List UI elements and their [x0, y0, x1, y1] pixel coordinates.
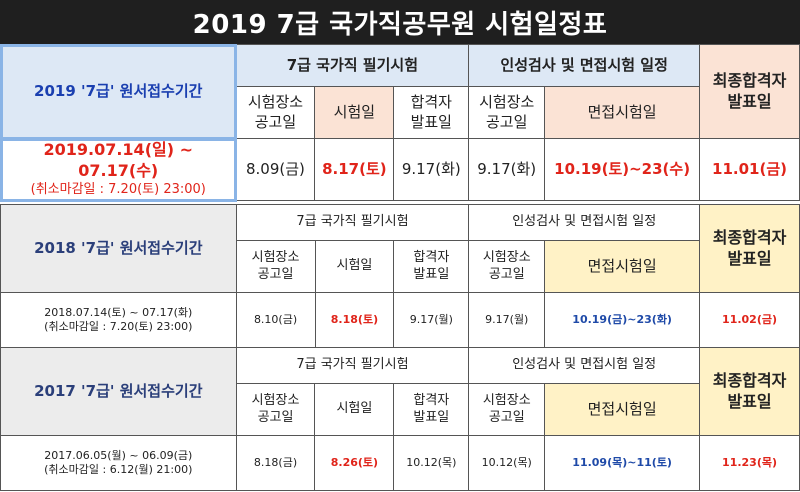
pass-date: 10.12(목)	[393, 435, 470, 491]
interview-date-header: 면접시험일	[544, 240, 701, 293]
interview-header: 인성검사 및 면접시험 일정	[468, 44, 701, 87]
interview-venue-header: 시험장소 공고일	[468, 383, 546, 436]
venue-date: 8.18(금)	[235, 435, 316, 491]
pass-announce-header: 합격자 발표일	[393, 86, 470, 139]
pass-announce-header: 합격자 발표일	[393, 383, 470, 436]
schedule-table-2017: 2017 '7급' 원서접수기간 7급 국가직 필기시험 인성검사 및 면접시험…	[0, 347, 800, 491]
exam-date-header: 시험일	[314, 383, 395, 436]
written-exam-header: 7급 국가직 필기시험	[235, 204, 470, 241]
final-result-header: 최종합격자 발표일	[699, 347, 800, 436]
venue-announce-header: 시험장소 공고일	[235, 240, 316, 293]
interview-date-header: 면접시험일	[544, 383, 701, 436]
written-exam-header: 7급 국가직 필기시험	[235, 347, 470, 384]
venue-date: 8.10(금)	[235, 292, 316, 348]
final-date: 11.02(금)	[699, 292, 800, 348]
venue-announce-header: 시험장소 공고일	[235, 86, 316, 139]
interview-venue-date: 9.17(화)	[468, 138, 546, 201]
written-exam-header: 7급 국가직 필기시험	[235, 44, 470, 87]
schedule-table-2018: 2018 '7급' 원서접수기간 7급 국가직 필기시험 인성검사 및 면접시험…	[0, 204, 800, 348]
application-period-title: 2019 '7급' 원서접수기간	[0, 43, 237, 140]
final-result-header: 최종합격자 발표일	[699, 204, 800, 293]
final-date: 11.23(목)	[699, 435, 800, 491]
interview-date: 11.09(목)~11(토)	[544, 435, 701, 491]
pass-announce-header: 합격자 발표일	[393, 240, 470, 293]
interview-header: 인성검사 및 면접시험 일정	[468, 204, 701, 241]
application-period-cell: 2018.07.14(토) ~ 07.17(화) (취소마감일 : 7.20(토…	[0, 292, 237, 348]
interview-date-header: 면접시험일	[544, 86, 701, 139]
interview-date: 10.19(금)~23(화)	[544, 292, 701, 348]
pass-date: 9.17(월)	[393, 292, 470, 348]
application-period-cell: 2019.07.14(일) ~ 07.17(수) (취소마감일 : 7.20(토…	[0, 137, 237, 202]
application-period-cell: 2017.06.05(월) ~ 06.09(금) (취소마감일 : 6.12(월…	[0, 435, 237, 491]
application-period-title: 2017 '7급' 원서접수기간	[0, 347, 237, 436]
interview-date: 10.19(토)~23(수)	[544, 138, 701, 201]
venue-date: 8.09(금)	[235, 138, 316, 201]
final-date: 11.01(금)	[699, 138, 800, 201]
exam-date: 8.18(토)	[314, 292, 395, 348]
schedule-table-2019: 2019 '7급' 원서접수기간 7급 국가직 필기시험 인성검사 및 면접시험…	[0, 43, 800, 202]
interview-venue-date: 9.17(월)	[468, 292, 546, 348]
interview-venue-header: 시험장소 공고일	[468, 240, 546, 293]
application-period-title: 2018 '7급' 원서접수기간	[0, 204, 237, 293]
exam-date: 8.17(토)	[314, 138, 395, 201]
final-result-header: 최종합격자 발표일	[699, 44, 800, 139]
interview-venue-date: 10.12(목)	[468, 435, 546, 491]
exam-date: 8.26(토)	[314, 435, 395, 491]
interview-header: 인성검사 및 면접시험 일정	[468, 347, 701, 384]
exam-date-header: 시험일	[314, 240, 395, 293]
pass-date: 9.17(화)	[393, 138, 470, 201]
venue-announce-header: 시험장소 공고일	[235, 383, 316, 436]
interview-venue-header: 시험장소 공고일	[468, 86, 546, 139]
page-title: 2019 7급 국가직공무원 시험일정표	[0, 0, 800, 44]
exam-date-header: 시험일	[314, 86, 395, 139]
